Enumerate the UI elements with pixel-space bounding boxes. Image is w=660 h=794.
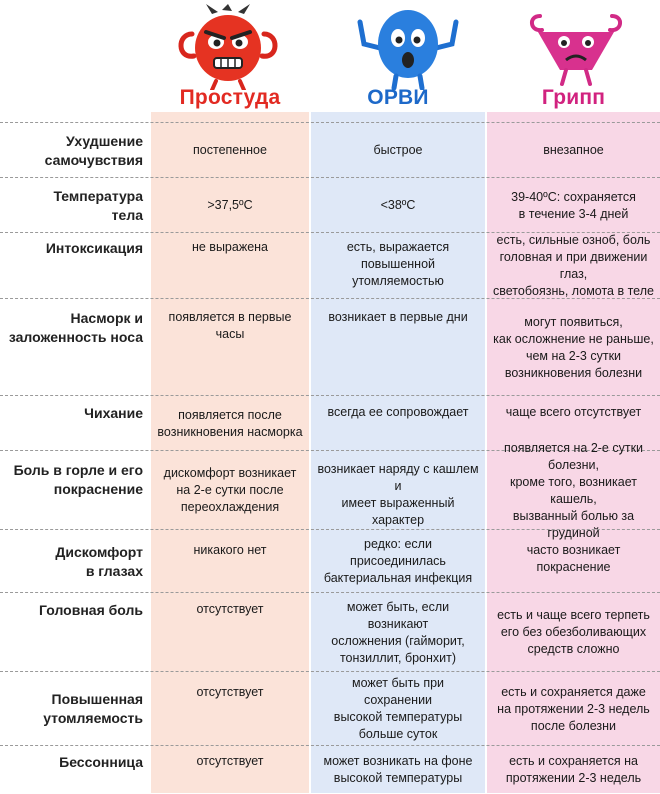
cell-flu: есть и сохраняется даже на протяжении 2-…: [497, 684, 650, 733]
row-label: Чихание: [84, 405, 143, 421]
table-row: Дискомфорт в глазах никакого нет редко: …: [0, 529, 660, 593]
column-title-cold: Простуда: [179, 86, 281, 109]
cell-cold: отсутствует: [196, 602, 264, 616]
cell-arvi: быстрое: [373, 143, 423, 157]
red-devil-mascot-icon: [178, 4, 278, 90]
row-label: Температура тела: [53, 187, 143, 223]
row-label: Дискомфорт в глазах: [55, 543, 143, 579]
column-title-flu: Грипп: [541, 86, 606, 109]
cell-flu: внезапное: [543, 143, 604, 157]
column-bg-arvi: [311, 112, 485, 793]
cell-arvi: возникает в первые дни: [328, 310, 468, 324]
row-label: Боль в горле и его покраснение: [13, 462, 143, 497]
pink-virus-mascot-icon: [530, 14, 622, 86]
cell-flu: 39-40ºС: сохраняется в течение 3-4 дней: [511, 189, 636, 221]
row-label: Повышенная утомляемость: [43, 691, 143, 726]
cell-flu: появляется на 2-е сутки болезни, кроме т…: [503, 440, 644, 540]
table-row: Интоксикация не выражена есть, выражаетс…: [0, 232, 660, 299]
blue-germ-mascot-icon: [357, 10, 459, 90]
row-label: Головная боль: [39, 602, 143, 618]
cell-flu: есть и сохраняется на протяжении 2-3 нед…: [505, 754, 642, 785]
table-row: Насморк и заложенность носа появляется в…: [0, 298, 660, 396]
row-label: Интоксикация: [45, 240, 143, 256]
cell-cold: отсутствует: [196, 685, 264, 699]
cell-cold: постепенное: [193, 143, 267, 157]
table-row: Головная боль отсутствует может быть, ес…: [0, 592, 660, 672]
row-label: Ухудшение самочувствия: [44, 132, 143, 168]
cell-flu: могут появиться, как осложнение не раньш…: [493, 314, 654, 380]
cell-cold: появляется после возникновения насморка: [157, 407, 303, 439]
column-bg-cold: [151, 112, 309, 793]
table-row: Температура тела >37,5ºС <38ºС 39-40ºС: …: [0, 177, 660, 233]
row-label: Бессонница: [59, 754, 143, 770]
table-row: Ухудшение самочувствия постепенное быстр…: [0, 122, 660, 178]
column-title-arvi: ОРВИ: [367, 86, 429, 109]
column-bg-flu: [487, 112, 660, 793]
cell-arvi: возникает наряду с кашлем и имеет выраже…: [317, 462, 479, 527]
cell-cold: не выражена: [191, 240, 269, 254]
cell-cold: дискомфорт возникает на 2-е сутки после …: [163, 466, 297, 514]
table-row: Чихание появляется после возникновения н…: [0, 395, 660, 451]
cell-arvi: всегда ее сопровождает: [327, 405, 469, 419]
table-row: Повышенная утомляемость отсутствует може…: [0, 671, 660, 746]
cell-flu: есть, сильные озноб, боль головная и при…: [493, 233, 654, 298]
cell-arvi: есть, выражается повышенной утомляемость…: [346, 240, 450, 288]
table-row: Бессонница отсутствует может возникать н…: [0, 745, 660, 794]
cell-arvi: может быть при сохранении высокой темпер…: [333, 676, 463, 741]
row-label: Насморк и заложенность носа: [8, 310, 143, 345]
table-row: Боль в горле и его покраснение дискомфор…: [0, 441, 660, 540]
cell-cold: >37,5ºС: [207, 198, 253, 212]
cell-flu: чаще всего отсутствует: [505, 405, 642, 419]
cell-arvi: может возникать на фоне высокой температ…: [323, 754, 473, 785]
cell-flu: есть и чаще всего терпеть его без обезбо…: [497, 608, 650, 656]
cell-arvi: <38ºС: [380, 198, 416, 212]
cell-flu: часто возникает покраснение: [526, 543, 621, 574]
cell-arvi: может быть, если возникают осложнения (г…: [331, 599, 465, 665]
cell-arvi: редко: если присоединилась бактериальная…: [323, 537, 473, 585]
cell-cold: никакого нет: [193, 543, 267, 557]
cell-cold: появляется в первые часы: [168, 310, 292, 341]
cell-cold: отсутствует: [196, 754, 264, 768]
header: Простуда ОРВИ Грипп: [0, 0, 660, 112]
